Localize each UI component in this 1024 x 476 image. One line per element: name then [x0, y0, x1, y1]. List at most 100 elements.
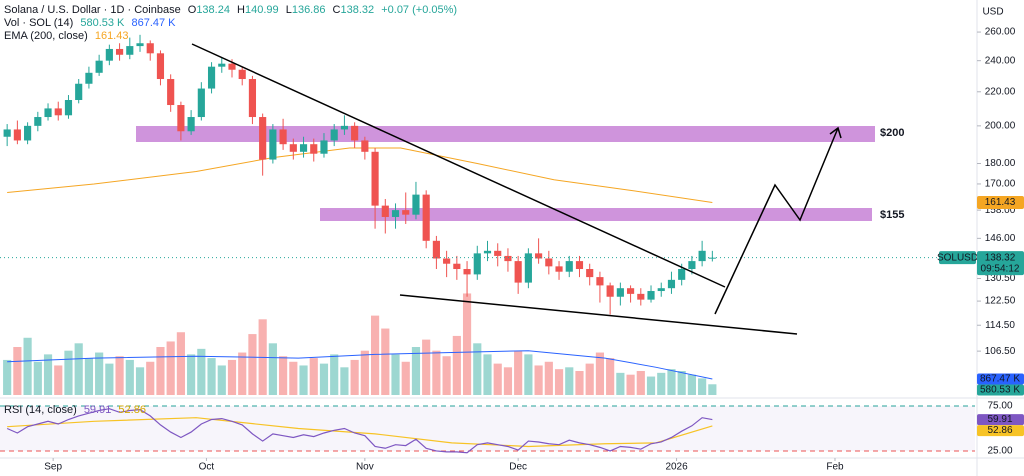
volume-bar: [606, 358, 615, 395]
candle-body: [54, 108, 62, 116]
candle-body: [24, 125, 32, 141]
volume-bar: [575, 371, 584, 395]
volume-bar: [677, 371, 686, 395]
candle-body: [453, 263, 461, 270]
ema-line: [7, 147, 713, 203]
candle-body: [412, 194, 420, 215]
volume-bar: [381, 328, 390, 395]
volume-bar: [289, 361, 298, 395]
volume-bar: [13, 347, 22, 395]
legend-row: Vol · SOL (14) 580.53 K 867.47 K: [4, 17, 461, 30]
candle-body: [545, 258, 553, 267]
price-tag-bg: [977, 251, 1024, 276]
candle-body: [85, 72, 93, 84]
volume-bar: [227, 359, 237, 395]
legend-row: EMA (200, close) 161.43: [4, 30, 461, 43]
volume-bar: [197, 348, 206, 395]
volume-bar: [616, 372, 625, 395]
y-tick-label: 130.50: [985, 273, 1016, 284]
y-tick-label: 170.00: [985, 179, 1016, 190]
symbol-tag: SOLUSD: [937, 252, 978, 263]
volume-bar: [125, 359, 134, 395]
ohlc-value: 136.86: [291, 4, 326, 16]
ohlc-value: 138.24: [196, 4, 230, 16]
volume-bar: [493, 363, 502, 395]
y-tick-label: 260.00: [985, 27, 1016, 38]
volume-bar: [207, 358, 216, 395]
candle-body: [494, 250, 502, 256]
candle-body: [34, 117, 42, 126]
volume-bar: [238, 352, 247, 395]
trend-line: [399, 294, 798, 335]
zone-label: $200: [880, 127, 904, 139]
ohlc-label: O: [187, 4, 197, 16]
candle-body: [207, 66, 216, 89]
candle-body: [698, 250, 706, 262]
candle-body: [177, 105, 185, 132]
candle-body: [259, 117, 267, 160]
volume-bar: [268, 343, 277, 395]
ohlc-label: H: [237, 4, 245, 16]
x-tick-label: Feb: [826, 462, 844, 473]
volume-bar: [698, 378, 707, 395]
candle-body: [535, 253, 543, 259]
candle-body: [340, 125, 348, 130]
candle-body: [463, 269, 471, 275]
ohlc-value: 140.99: [244, 4, 279, 16]
x-tick-label: Dec: [509, 462, 527, 473]
volume-ma-tag-bg: [977, 373, 1024, 385]
volume-bar: [54, 365, 63, 395]
candle-body: [289, 144, 297, 152]
candle-body: [351, 125, 359, 141]
volume-bar: [565, 367, 574, 395]
candle-body: [320, 140, 328, 154]
volume-bar: [33, 361, 42, 395]
projection-arrow: [714, 127, 839, 315]
candle-body: [269, 129, 277, 160]
volume-bar: [483, 354, 492, 395]
volume-bar: [422, 339, 431, 395]
candle-body: [586, 269, 594, 278]
volume-bar: [350, 359, 359, 395]
candle-body: [596, 277, 604, 286]
candle-body: [432, 240, 440, 259]
volume-bar: [595, 352, 605, 395]
candle-body: [95, 60, 103, 73]
rsi-ma-line: [7, 417, 713, 448]
rsi-tag: 59.91: [987, 414, 1012, 425]
x-tick-label: Nov: [356, 462, 374, 473]
volume-bar: [452, 335, 461, 395]
candle-body: [115, 48, 124, 55]
volume-tag-bg: [977, 384, 1024, 396]
volume-bar: [74, 343, 83, 395]
volume-bar: [115, 356, 124, 395]
rsi-tag-bg: [977, 414, 1024, 426]
volume-bar: [23, 337, 32, 395]
volume-bar: [330, 354, 339, 395]
rsi-line: [6, 408, 713, 454]
volume-bar: [544, 361, 553, 395]
candle-body: [105, 48, 113, 61]
volume-tag: 580.53 K: [980, 385, 1020, 396]
ohlc-label: C: [332, 4, 341, 16]
rsi-legend: RSI (14, close) 59.91 52.86: [4, 404, 150, 417]
candle-body: [524, 253, 532, 283]
legend-row: Solana / U.S. Dollar · 1D · Coinbase O13…: [4, 4, 461, 17]
volume-bar: [442, 356, 451, 395]
y-tick-label: 122.50: [985, 296, 1016, 307]
candle-body: [279, 129, 287, 145]
ema-value: 161.43: [94, 30, 129, 42]
ema-tag-bg: [977, 195, 1024, 209]
ema-title: EMA (200, close): [4, 30, 88, 42]
volume-bar: [95, 352, 104, 395]
volume-bar: [360, 350, 369, 395]
y-tick-label: 106.50: [985, 346, 1016, 357]
volume-bar: [503, 367, 513, 395]
zone-label: $155: [880, 209, 904, 221]
volume-bar: [105, 363, 114, 395]
volume-ma-tag: 867.47 K: [980, 374, 1020, 385]
volume-bar: [309, 358, 318, 395]
volume-bar: [176, 332, 185, 395]
